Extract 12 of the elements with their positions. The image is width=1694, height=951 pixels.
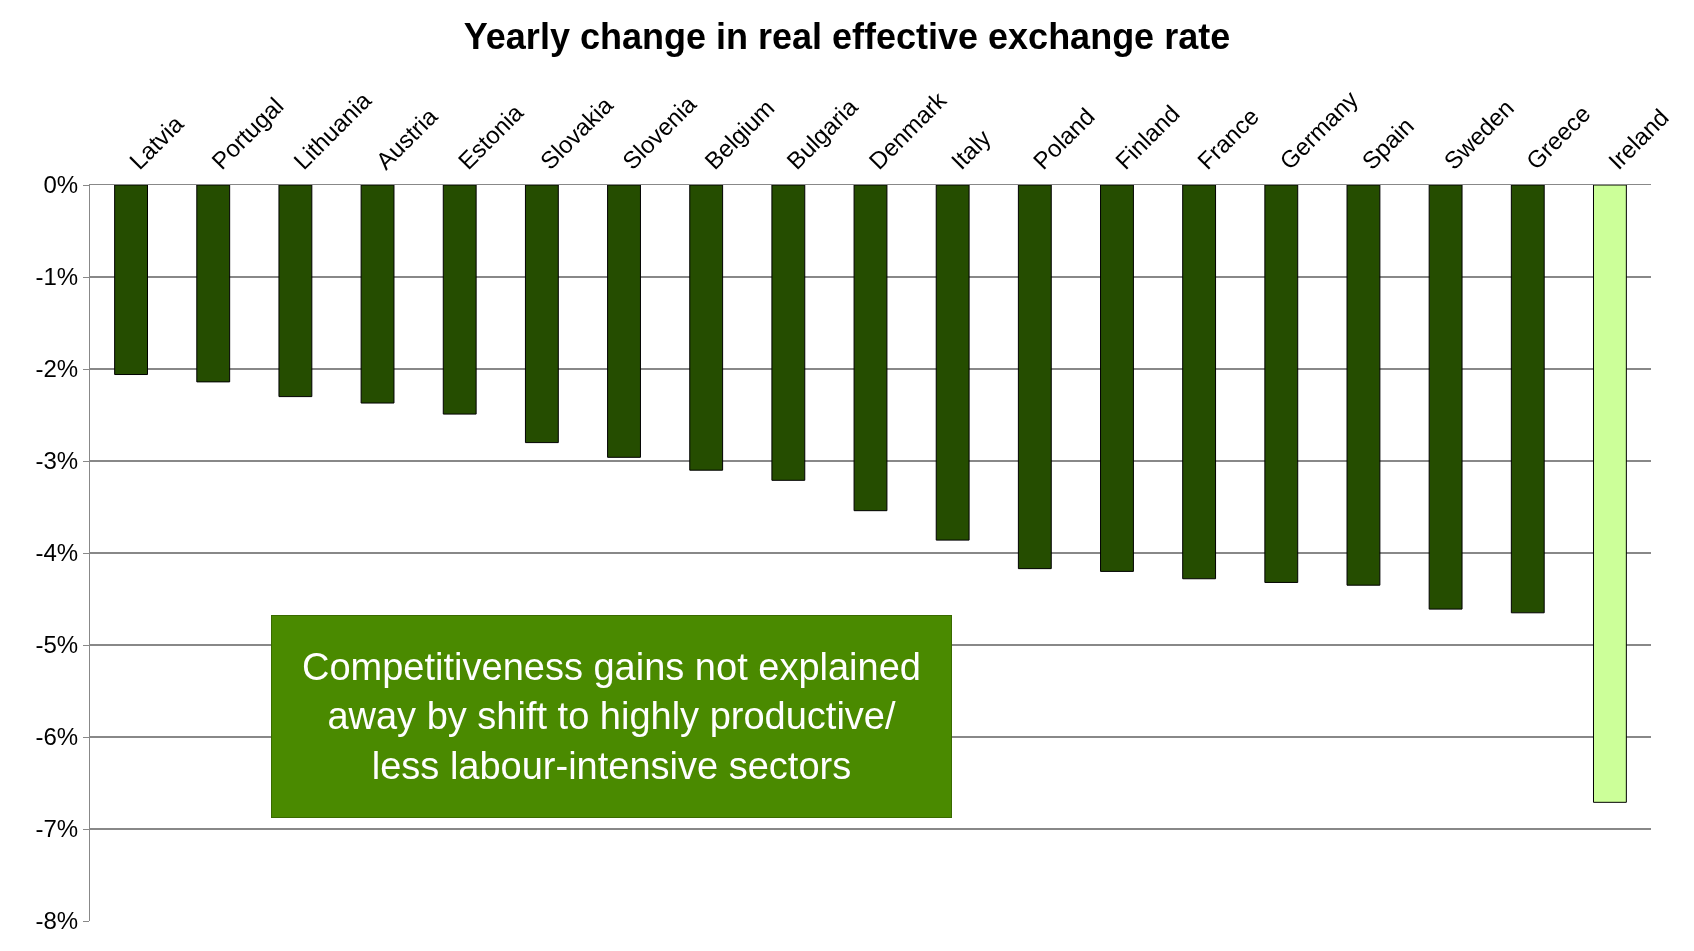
y-tick-label: -5% — [35, 631, 79, 659]
x-tick-label: Italy — [945, 124, 996, 175]
annotation: Competitiveness gains not explained away by shift to highly productive/ less labour-intensive sectors — [302, 646, 921, 787]
y-tick-label: -8% — [35, 907, 79, 935]
y-tick-label: -6% — [35, 723, 79, 751]
y-tick-label: -2% — [35, 355, 79, 383]
chart-title: Yearly change in real effective exchange rate — [463, 15, 1231, 57]
y-tick-label: -4% — [35, 539, 79, 567]
y-tick-label: -7% — [35, 815, 79, 843]
y-tick-label: -3% — [35, 447, 79, 475]
y-tick-label: 0% — [43, 171, 79, 199]
y-tick-label: -1% — [35, 263, 79, 291]
